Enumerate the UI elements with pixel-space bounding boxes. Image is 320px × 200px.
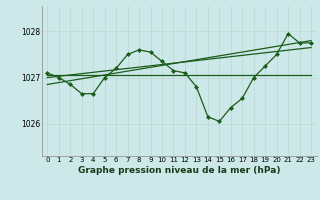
- X-axis label: Graphe pression niveau de la mer (hPa): Graphe pression niveau de la mer (hPa): [78, 166, 280, 175]
